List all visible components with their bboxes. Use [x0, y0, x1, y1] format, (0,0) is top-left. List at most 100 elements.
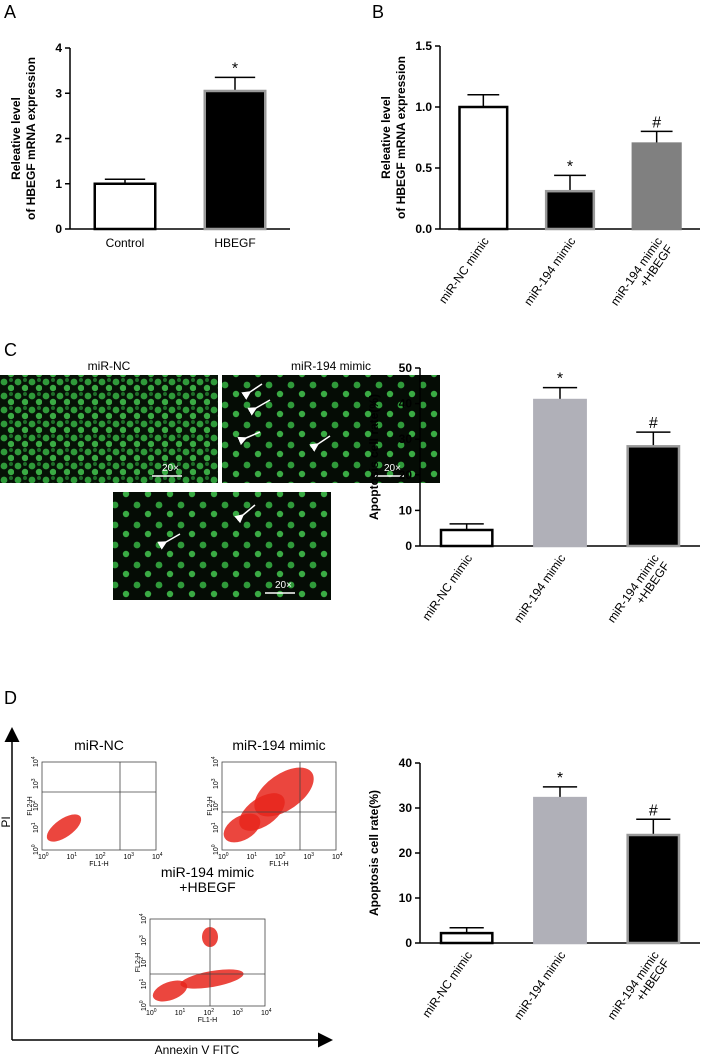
plot-frame: [41, 761, 157, 851]
y-tick-label: 30: [399, 801, 413, 815]
y-tick-label: 101: [31, 822, 40, 833]
y-axis-label: Apoptosis cell rate(%): [367, 394, 381, 520]
plot-title-line: +HBEGF: [179, 879, 235, 895]
y-channel: FL2-H: [135, 953, 142, 972]
scale-label: 20×: [162, 463, 179, 474]
y-tick-label: 102: [31, 800, 40, 811]
arrows: [157, 383, 331, 550]
tick-base: 10: [213, 781, 220, 789]
tick-base: 10: [304, 854, 312, 861]
tick-exponent: 4: [31, 756, 37, 759]
y-axis-label-line: Apoptosis cell rate(%): [367, 790, 381, 916]
x-tick-label: 100: [218, 852, 229, 861]
y-tick-label: 30: [399, 432, 413, 446]
tick-exponent: 3: [211, 778, 217, 781]
tick-exponent: 0: [139, 1000, 145, 1003]
tick-exponent: 0: [46, 852, 49, 858]
y-axis-label-line: of HBEGF mRNA expression: [394, 56, 408, 219]
tick-base: 10: [175, 1010, 183, 1017]
tick-exponent: 1: [31, 822, 37, 825]
tick-base: 10: [152, 854, 160, 861]
y-tick-label: 10: [399, 891, 413, 905]
tick-base: 10: [33, 803, 40, 811]
tick-base: 10: [213, 759, 220, 767]
scale-label: 20×: [275, 580, 292, 591]
y-tick-label: 100: [211, 844, 220, 855]
x-tick-label: 101: [247, 852, 258, 861]
tick-base: 10: [218, 854, 226, 861]
tick-base: 10: [33, 781, 40, 789]
bar: [439, 528, 494, 548]
x-tick-label: miR-194 mimic+HBEGF: [608, 235, 676, 316]
annotation: #: [649, 415, 658, 432]
scale-label: 20×: [384, 463, 401, 474]
micrograph: [222, 375, 440, 483]
x-tick-label: Control: [106, 236, 145, 250]
y-tick-label: 40: [399, 756, 413, 770]
bar: [631, 142, 682, 231]
y-tick-label: 1.5: [415, 39, 432, 53]
y-tick-label: 40: [399, 397, 413, 411]
x-tick-label: HBEGF: [214, 236, 255, 250]
tick-base: 10: [232, 1010, 240, 1017]
tick-base: 10: [261, 1010, 269, 1017]
y-tick-label: 1.0: [415, 100, 432, 114]
cell-cloud: [180, 969, 244, 989]
panel-letter: D: [4, 688, 17, 708]
x-tick-label: miR-194 mimic: [511, 949, 568, 1023]
tick-exponent: 1: [211, 822, 217, 825]
tick-base: 10: [141, 960, 148, 968]
x-tick-label: miR-194 mimic+HBEGF: [604, 552, 672, 633]
tick-exponent: 2: [103, 852, 106, 858]
y-tick-label: 104: [31, 756, 40, 767]
y-tick-label: 101: [139, 978, 148, 989]
y-tick-label: 50: [399, 361, 413, 375]
x-channel: FL1-H: [198, 1017, 217, 1024]
cell-cloud: [152, 980, 188, 1002]
x-tick-label: 104: [332, 852, 343, 861]
y-tick-label: 4: [55, 41, 62, 55]
x-tick-label: 104: [152, 852, 163, 861]
tick-base: 10: [146, 1010, 154, 1017]
x-tick-label: 102: [204, 1008, 215, 1017]
x-tick-label: 103: [232, 1008, 243, 1017]
cell-cloud: [46, 814, 82, 842]
y-axis-label: Apoptosis cell rate(%): [367, 790, 381, 916]
y-tick-label: 104: [139, 913, 148, 924]
x-tick-label: 102: [95, 852, 106, 861]
tick-exponent: 0: [31, 844, 37, 847]
y-tick-label: 0: [55, 222, 62, 236]
y-tick-label: 0.0: [415, 222, 432, 236]
y-tick-label: 103: [139, 935, 148, 946]
y-tick-label: 103: [211, 778, 220, 789]
x-tick-label: 100: [146, 1008, 157, 1017]
y-tick-label: 0: [405, 539, 412, 553]
panel-letter: A: [4, 2, 16, 22]
tick-base: 10: [141, 938, 148, 946]
x-tick-label: 103: [304, 852, 315, 861]
tick-exponent: 1: [74, 852, 77, 858]
y-tick-label: 2: [55, 132, 62, 146]
tick-base: 10: [95, 854, 103, 861]
tick-base: 10: [33, 759, 40, 767]
y-tick-label: 0.5: [415, 161, 432, 175]
x-tick-label: 101: [175, 1008, 186, 1017]
y-tick-label: 104: [211, 756, 220, 767]
tick-base: 10: [213, 803, 220, 811]
bar: [544, 189, 596, 231]
x-tick-label: miR-194 mimic+HBEGF: [604, 949, 672, 1030]
plot-title: miR-NC: [74, 737, 124, 753]
tick-base: 10: [213, 847, 220, 855]
tick-exponent: 0: [154, 1008, 157, 1014]
y-tick-label: 0: [405, 936, 412, 950]
tick-base: 10: [213, 825, 220, 833]
y-channel: FL2-H: [27, 796, 34, 815]
axis-label: Annexin V FITC: [155, 1043, 240, 1057]
x-tick-label: miR-194 mimic: [521, 235, 578, 309]
tick-exponent: 2: [211, 1008, 214, 1014]
bar: [533, 796, 587, 945]
bar: [533, 398, 587, 548]
bar: [458, 105, 509, 231]
y-tick-label: 10: [399, 503, 413, 517]
y-axis-label: Releative levelof HBEGF mRNA expression: [9, 57, 38, 220]
